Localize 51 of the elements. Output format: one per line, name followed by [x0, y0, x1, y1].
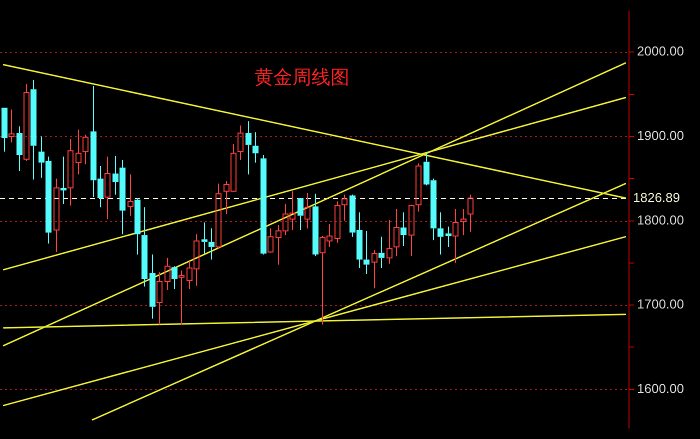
candlestick: [60, 156, 66, 204]
candlestick: [30, 79, 36, 180]
y-tick-label: 1800.00: [637, 212, 684, 228]
y-tick-label: 1600.00: [637, 380, 684, 396]
candlestick: [304, 192, 310, 229]
candlestick: [342, 194, 348, 222]
candlestick: [408, 204, 414, 257]
candlestick: [150, 254, 156, 320]
candlestick: [416, 162, 422, 212]
candlestick: [298, 198, 304, 231]
candlestick: [246, 120, 252, 175]
candlestick: [202, 222, 208, 254]
candlestick: [178, 270, 184, 325]
candlestick: [2, 108, 8, 152]
candlestick: [68, 138, 74, 206]
candlestick: [364, 230, 370, 274]
y-tick-label: 2000.00: [637, 44, 684, 59]
candlestick: [76, 129, 82, 175]
y-tick-label: 1700.00: [637, 296, 684, 312]
candlestick: [386, 219, 392, 264]
candlestick: [104, 156, 110, 220]
candlestick: [172, 266, 178, 290]
candlestick: [82, 134, 88, 165]
candlestick: [142, 206, 148, 288]
candlestick: [378, 236, 384, 268]
candlestick: [164, 257, 170, 290]
candlestick: [24, 84, 30, 162]
candlestick: [208, 228, 214, 260]
candlestick: [394, 208, 400, 257]
candlestick: [268, 228, 274, 254]
candlestick: [54, 178, 60, 252]
candlestick: [238, 124, 244, 161]
candlestick: [372, 250, 378, 289]
candlestick: [452, 208, 458, 264]
candlestick: [260, 154, 266, 255]
ref-line-label: 1826.89: [633, 190, 680, 206]
candlestick: [16, 126, 22, 172]
candlestick: [252, 132, 258, 164]
candlestick: [312, 193, 318, 257]
candlestick: [8, 108, 14, 143]
y-tick-label: 1900.00: [637, 128, 684, 144]
candlestick: [400, 212, 406, 247]
candlestick: [216, 183, 222, 250]
candlestick: [460, 208, 466, 236]
candlestick: [446, 226, 452, 248]
candlestick: [128, 174, 134, 216]
candlestick: [134, 198, 140, 255]
text: 黄金周线图: [254, 66, 350, 89]
candlestick: [438, 212, 444, 255]
candlestick: [468, 194, 474, 232]
candlestick: [156, 272, 162, 325]
